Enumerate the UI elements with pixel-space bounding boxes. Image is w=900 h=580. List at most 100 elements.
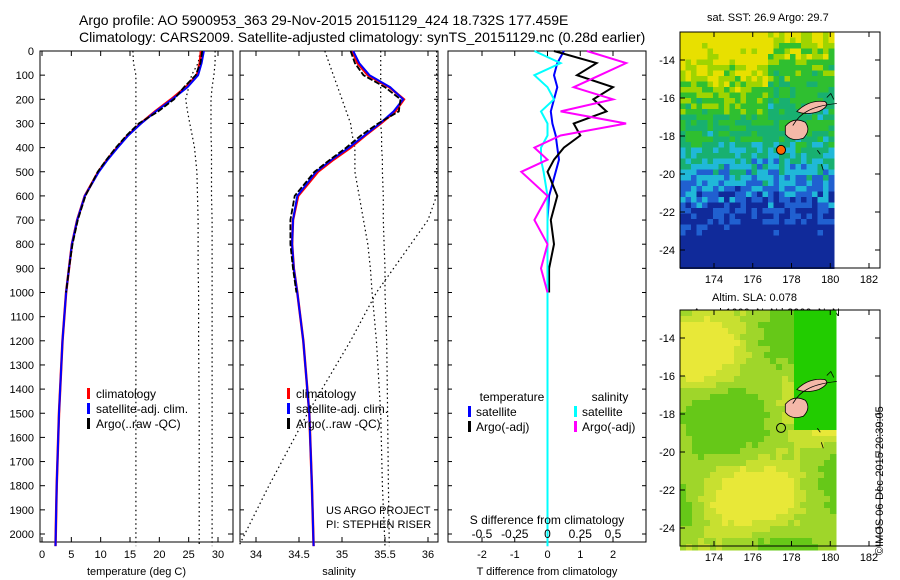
map-cell — [768, 252, 774, 258]
map-cell — [770, 358, 777, 365]
map-cell — [680, 502, 687, 509]
map-cell — [795, 48, 802, 55]
map-cell — [784, 48, 791, 55]
map-cell — [685, 263, 692, 269]
map-cell — [776, 406, 783, 413]
map-cell — [806, 241, 813, 247]
map-cell — [788, 340, 795, 347]
map-cell — [698, 430, 705, 437]
map-cell — [773, 109, 780, 115]
map-cell — [718, 164, 725, 170]
map-cell — [729, 54, 736, 60]
map-cell — [824, 334, 831, 341]
map-cell — [729, 252, 736, 258]
map-cell — [806, 54, 813, 60]
legend-label: satellite-adj. clim. — [96, 402, 188, 416]
map-cell — [680, 202, 686, 209]
map-cell — [746, 120, 752, 126]
map-cell — [735, 164, 741, 170]
map-cell — [735, 81, 741, 88]
map-cell — [757, 153, 763, 159]
map-cell — [713, 70, 719, 77]
map-cell — [713, 81, 719, 88]
map-cell — [751, 70, 758, 77]
map-cell — [782, 502, 789, 509]
map-cell — [696, 197, 703, 203]
map-cell — [762, 87, 769, 93]
map-cell — [757, 202, 763, 209]
map-cell — [768, 257, 774, 264]
map-cell — [746, 316, 753, 323]
map-cell — [735, 263, 741, 269]
map-cell — [768, 246, 774, 253]
map-cell — [724, 125, 730, 132]
map-cell — [824, 364, 831, 371]
map-cell — [794, 352, 801, 359]
map-cell — [800, 436, 807, 443]
map-cell — [801, 252, 807, 258]
map-cell — [691, 241, 697, 247]
map-cell — [788, 484, 795, 491]
map-cell — [795, 37, 802, 44]
map-cell — [751, 65, 758, 71]
map-cell — [830, 376, 837, 383]
map-cell — [773, 131, 780, 137]
y-tick-label: 800 — [16, 239, 34, 251]
map-cell — [751, 186, 758, 192]
map-cell — [729, 208, 736, 214]
map-cell — [713, 125, 719, 132]
map-cell — [830, 496, 837, 503]
map-cell — [704, 412, 711, 419]
map-cell — [768, 153, 774, 159]
map-cell — [764, 430, 771, 437]
map-cell — [698, 424, 705, 431]
map-cell — [713, 213, 719, 220]
y-tick-label: 1300 — [10, 360, 34, 372]
map-cell — [698, 364, 705, 371]
map-cell — [729, 153, 736, 159]
map-cell — [728, 424, 735, 431]
map-cell — [764, 316, 771, 323]
map-cell — [757, 65, 763, 71]
map-cell — [746, 224, 752, 231]
map-cell — [722, 442, 729, 449]
map-cell — [746, 322, 753, 329]
map-cell — [735, 213, 741, 220]
map-cell — [773, 76, 780, 82]
map-cell — [740, 526, 747, 533]
map-cell — [698, 310, 705, 317]
map-cell — [818, 442, 825, 449]
map-cell — [702, 169, 708, 176]
map-cell — [704, 346, 711, 353]
map-cell — [768, 186, 774, 192]
map-cell — [757, 48, 763, 55]
map-cell — [773, 169, 780, 176]
map-cell — [784, 92, 791, 99]
map-cell — [746, 175, 752, 181]
map-cell — [707, 65, 714, 71]
map-cell — [746, 32, 752, 38]
map-cell — [779, 197, 785, 203]
map-cell — [828, 208, 835, 214]
map-cell — [746, 352, 753, 359]
map-cell — [812, 484, 819, 491]
map-cell — [735, 37, 741, 44]
map-cell — [702, 54, 708, 60]
map-cell — [828, 147, 835, 154]
map-cell — [824, 412, 831, 419]
map-cell — [773, 37, 780, 44]
map-cell — [707, 252, 714, 258]
map-cell — [729, 76, 736, 82]
map-cell — [757, 235, 763, 242]
map-cell — [830, 358, 837, 365]
map-cell — [806, 508, 813, 515]
map-cell — [713, 131, 719, 137]
map-cell — [724, 252, 730, 258]
map-cell — [718, 120, 725, 126]
map-cell — [801, 202, 807, 209]
map-cell — [692, 544, 699, 551]
map-cell — [784, 202, 791, 209]
map-cell — [812, 257, 818, 264]
map-cell — [817, 142, 824, 148]
map-cell — [722, 490, 729, 497]
